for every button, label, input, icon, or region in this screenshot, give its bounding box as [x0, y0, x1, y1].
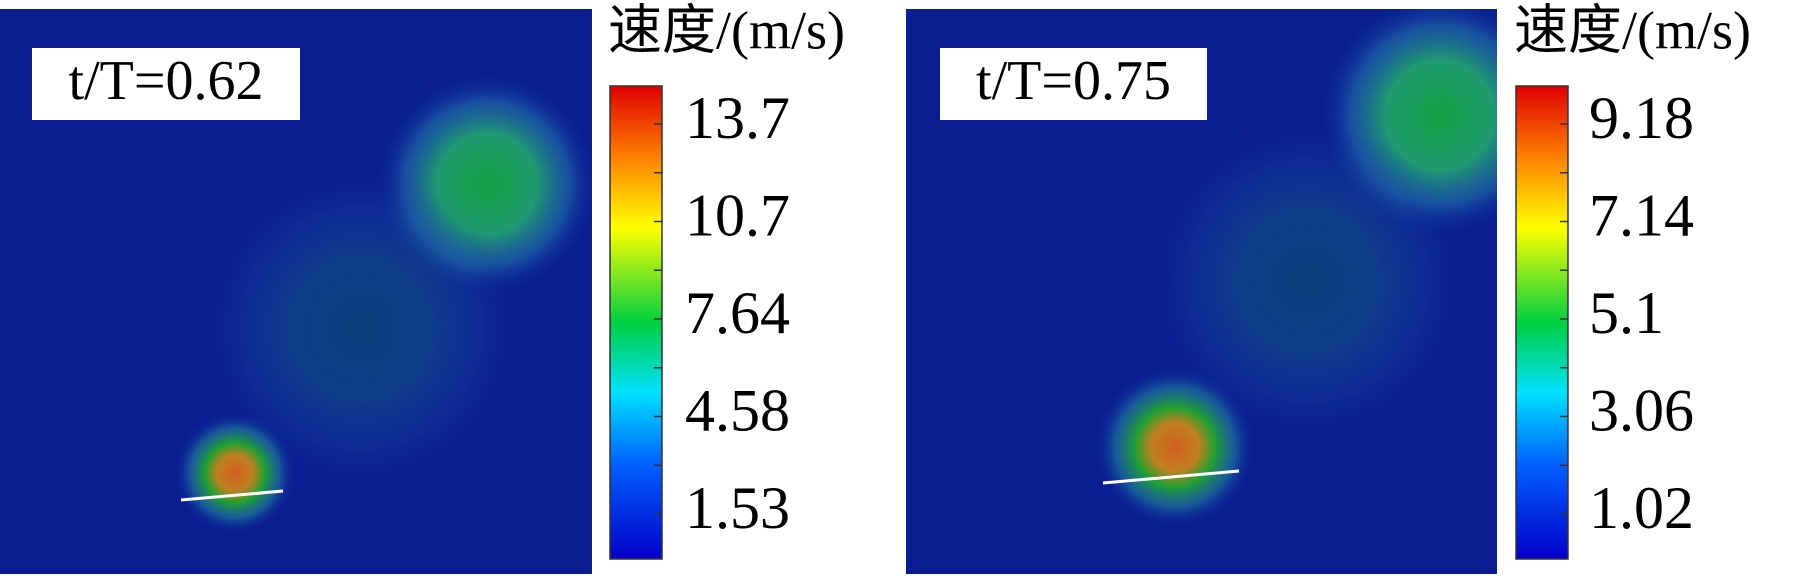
- colorbar-tick-label: 4.58: [685, 377, 790, 443]
- colorbar-tick-label: 9.18: [1589, 85, 1694, 151]
- colorbar-title: 速度/(m/s): [1514, 0, 1751, 60]
- hot-spot: [175, 413, 295, 533]
- colorbar: [609, 85, 663, 560]
- colorbar: [1515, 85, 1569, 560]
- wake: [201, 168, 521, 489]
- time-label: t/T=0.75: [976, 50, 1171, 112]
- label-box: [940, 48, 1207, 120]
- colorbar-tick-label: 3.06: [1589, 377, 1694, 443]
- colorbar-tick-label: 5.1: [1589, 280, 1664, 346]
- foil: [1102, 469, 1240, 485]
- colorbar-tick-label: 7.64: [685, 280, 790, 346]
- colorbar-tick-label: 13.7: [685, 85, 790, 151]
- colorbar-title: 速度/(m/s): [608, 0, 845, 60]
- foil: [180, 489, 284, 502]
- colorbar-tick-label: 1.53: [685, 475, 790, 541]
- wake: [1147, 121, 1468, 441]
- colorbar-tick-label: 1.02: [1589, 475, 1694, 541]
- time-label: t/T=0.62: [69, 50, 264, 112]
- hot-spot: [1095, 367, 1255, 527]
- colorbar-tick-label: 7.14: [1589, 182, 1694, 248]
- label-box: [32, 48, 300, 120]
- colorbar-tick-label: 10.7: [685, 182, 790, 248]
